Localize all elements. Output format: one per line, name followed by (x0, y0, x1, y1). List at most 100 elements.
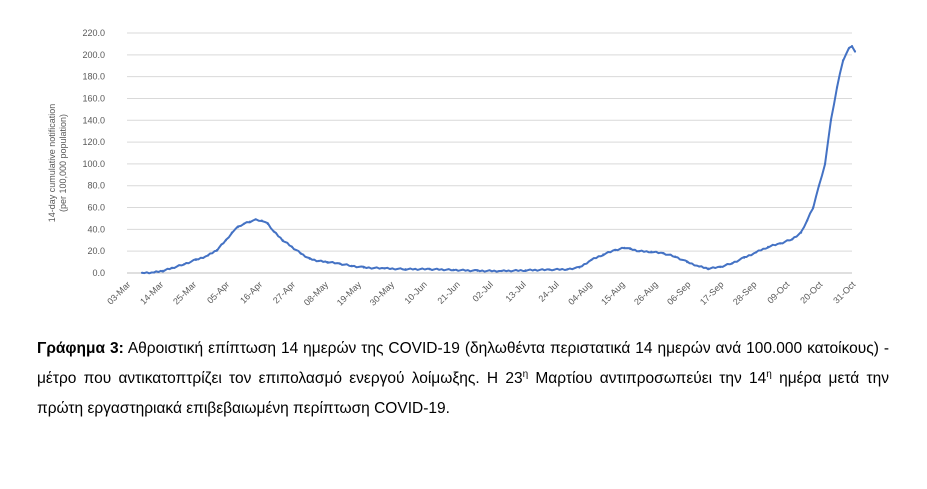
x-tick-label: 28-Sep (731, 279, 759, 307)
y-tick-label: 0.0 (92, 268, 105, 278)
data-point (500, 269, 503, 273)
data-point (743, 256, 746, 259)
data-point (823, 162, 827, 165)
data-point (140, 271, 144, 274)
x-tick-label: 19-May (335, 279, 364, 308)
data-point (707, 267, 710, 270)
y-tick-label: 20.0 (87, 246, 105, 256)
y-tick-label: 220.0 (82, 28, 105, 38)
data-point (853, 50, 857, 53)
data-point (326, 261, 329, 264)
data-point (835, 86, 839, 89)
data-point (698, 265, 701, 268)
data-point (806, 219, 809, 222)
data-point (182, 263, 185, 266)
data-point (452, 268, 455, 271)
data-point (254, 218, 257, 221)
y-tick-label: 180.0 (82, 72, 105, 82)
data-point (662, 252, 665, 255)
data-point (299, 252, 302, 255)
data-point (800, 231, 803, 234)
data-point (224, 239, 227, 242)
data-point (260, 219, 263, 222)
x-tick-label: 14-Mar (138, 279, 165, 306)
data-point (272, 230, 275, 233)
series-layer (140, 45, 857, 275)
data-point (170, 267, 173, 270)
data-point (791, 238, 794, 241)
x-tick-label: 05-Apr (205, 279, 231, 305)
data-point (281, 239, 284, 242)
x-tick-label: 20-Oct (798, 279, 825, 306)
x-tick-label: 08-May (302, 279, 331, 308)
x-tick-label: 15-Aug (599, 279, 627, 307)
data-point (686, 261, 689, 264)
y-tick-label: 160.0 (82, 93, 105, 103)
data-point (847, 47, 851, 50)
y-tick-label: 80.0 (87, 181, 105, 191)
data-point (719, 265, 722, 269)
x-tick-label: 02-Jul (471, 279, 495, 303)
data-point (236, 226, 239, 229)
data-point (338, 262, 341, 265)
caption-text-1: Αθροιστική επίπτωση 14 ημερών της COVID-… (37, 340, 889, 387)
data-point (817, 184, 821, 187)
caption-label: Γράφημα 3: (37, 340, 124, 357)
data-point (566, 268, 569, 271)
x-tick-label: 26-Aug (632, 279, 660, 307)
data-point (152, 271, 156, 274)
caption-superscript-1: η (522, 369, 529, 380)
x-tick-label: 09-Oct (765, 279, 792, 306)
data-point (242, 222, 245, 225)
x-tick-label: 25-Mar (171, 279, 198, 306)
chart: 0.0 20.0 40.0 60.0 80.0 100.0 120.0 140.0 160.0 1… (47, 28, 858, 308)
data-point (578, 266, 581, 269)
data-point (629, 247, 632, 251)
x-tick-label: 17-Sep (698, 279, 726, 307)
data-point (428, 268, 431, 271)
data-point (614, 249, 617, 252)
data-point (548, 268, 551, 271)
data-point (602, 253, 605, 256)
caption-superscript-2: η (766, 369, 772, 380)
caption-text-2: Μαρτίου αντιπροσωπεύει την 14 (528, 370, 767, 387)
data-point (674, 255, 677, 258)
x-tick-label: 13-Jul (503, 279, 527, 303)
y-tick-label: 140.0 (82, 115, 105, 125)
data-point (638, 250, 641, 253)
x-axis-ticks: 03-Mar 14-Mar 25-Mar 05-Apr 16-Apr 27-Apr 08-M… (105, 279, 858, 308)
data-point (731, 262, 734, 265)
x-tick-label: 21-Jun (435, 279, 462, 306)
y-axis-label-line2: (per 100,000 population) (58, 114, 68, 212)
data-point (841, 59, 845, 62)
data-point (161, 269, 165, 272)
gridlines (127, 32, 852, 274)
x-tick-label: 27-Apr (271, 279, 297, 305)
data-point (383, 267, 386, 270)
data-point (230, 231, 233, 234)
data-point (755, 251, 758, 254)
data-point (317, 259, 320, 263)
data-point (194, 258, 197, 261)
y-tick-label: 100.0 (82, 159, 105, 169)
data-point (524, 269, 527, 272)
y-tick-label: 200.0 (82, 50, 105, 60)
y-axis-ticks: 0.0 20.0 40.0 60.0 80.0 100.0 120.0 140.0 160.0 1… (82, 28, 105, 278)
data-point (767, 245, 770, 248)
y-tick-label: 40.0 (87, 224, 105, 234)
data-point (290, 245, 293, 248)
series-line (141, 45, 856, 275)
data-point (308, 257, 311, 260)
data-point (350, 264, 353, 267)
data-point (590, 258, 593, 261)
data-point (266, 222, 269, 225)
y-tick-label: 60.0 (87, 203, 105, 213)
x-tick-label: 04-Aug (566, 279, 594, 307)
data-point (362, 266, 365, 269)
data-point (829, 119, 833, 122)
x-tick-label: 06-Sep (665, 279, 693, 307)
caption-text-3: ημέρα μετά την πρώτη εργαστηριακά επιβεβ… (37, 370, 890, 417)
x-tick-label: 16-Apr (238, 279, 264, 305)
data-point (248, 220, 251, 223)
data-point (650, 250, 653, 253)
